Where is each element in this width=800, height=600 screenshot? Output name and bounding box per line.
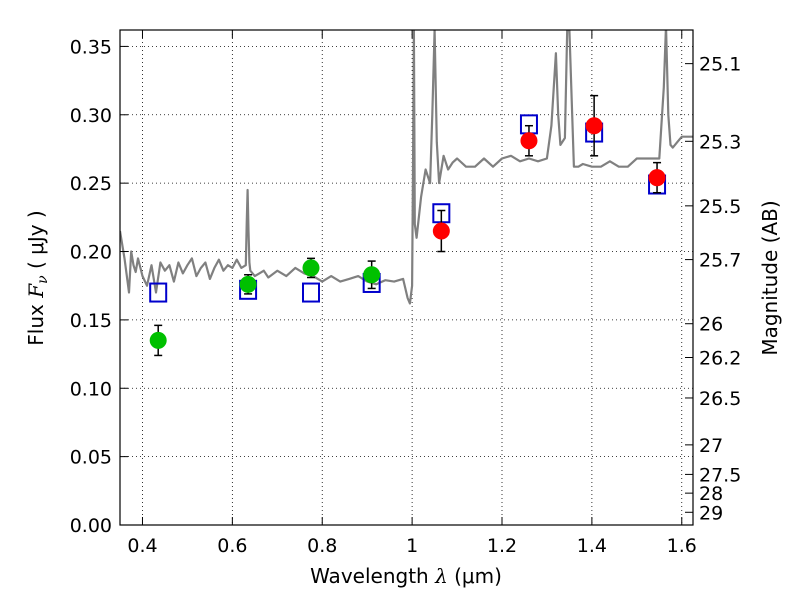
- y2-tick-label: 26.5: [699, 388, 741, 410]
- observed-point: [149, 331, 167, 349]
- x-tick-label: 1: [406, 535, 418, 557]
- observed-point: [585, 117, 603, 135]
- y2-tick-label: 25.1: [699, 54, 741, 76]
- x-tick-label: 1.2: [487, 535, 517, 557]
- grid: [120, 30, 693, 526]
- observed-point: [302, 259, 320, 277]
- x-tick-label: 0.6: [217, 535, 247, 557]
- x-tick-label: 0.4: [127, 535, 157, 557]
- y-tick-label: 0.20: [70, 242, 112, 264]
- y-tick-label: 0.25: [70, 173, 112, 195]
- y2-tick-label: 27.5: [699, 464, 741, 486]
- y2-tick-label: 25.7: [699, 250, 741, 272]
- x-tick-label: 1.4: [577, 535, 607, 557]
- x-tick-label: 0.8: [307, 535, 337, 557]
- y2-axis-label: Magnitude (AB): [758, 200, 782, 355]
- x-tick-label: 1.6: [667, 535, 697, 557]
- y-tick-label: 0.00: [70, 515, 112, 537]
- observed-point: [520, 132, 538, 150]
- y-tick-label: 0.30: [70, 105, 112, 127]
- y2-tick-label: 28: [699, 483, 723, 505]
- y2-tick-label: 25.5: [699, 196, 741, 218]
- ticks: [120, 30, 693, 526]
- y2-tick-label: 26.2: [699, 347, 741, 369]
- y-tick-label: 0.15: [70, 310, 112, 332]
- y2-tick-label: 29: [699, 502, 723, 524]
- x-axis-label: Wavelength λ (μm): [310, 564, 502, 588]
- y-axis-label: Flux Fν ( μJy ): [24, 210, 51, 345]
- y2-tick-label: 25.3: [699, 131, 741, 153]
- model-photometry-square: [302, 282, 320, 303]
- observed-point: [648, 169, 666, 187]
- spectrum-line: [120, 30, 693, 305]
- observed-point: [239, 275, 257, 293]
- plot-frame: [119, 29, 694, 526]
- model-photometry-square: [149, 282, 168, 303]
- y-tick-label: 0.05: [70, 447, 112, 469]
- y-tick-label: 0.35: [70, 36, 112, 58]
- y2-tick-label: 26: [699, 314, 723, 336]
- y2-tick-label: 27: [699, 435, 723, 457]
- observed-point: [432, 222, 450, 240]
- y-tick-label: 0.10: [70, 378, 112, 400]
- observed-point: [363, 266, 381, 284]
